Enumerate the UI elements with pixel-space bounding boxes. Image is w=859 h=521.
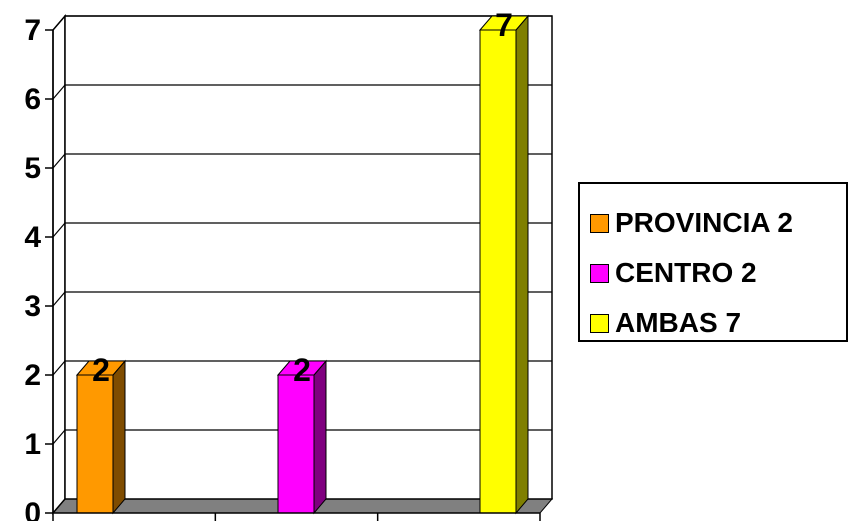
legend-label-centro: CENTRO 2 [615,257,757,288]
legend-swatch-centro [590,263,609,283]
y-tick-label: 3 [24,290,41,323]
side-wall [52,13,66,516]
legend-item-ambas: AMBAS 7 [590,298,846,348]
gridline-diagonal [52,360,66,376]
bar-front [479,29,517,514]
data-label-centro: 2 [293,352,311,388]
legend-label-provincia: PROVINCIA 2 [615,207,793,238]
bar-side [313,359,327,515]
bar-centro [276,359,328,515]
y-tick-label: 5 [24,152,41,185]
data-label-ambas: 7 [495,7,513,43]
y-tick-label: 4 [24,221,41,254]
data-label-provincia: 2 [92,352,110,388]
y-tick-label: 0 [24,497,41,521]
legend-label-ambas: AMBAS 7 [615,307,742,338]
y-tick-label: 1 [24,428,41,461]
chart-legend: PROVINCIA 2 CENTRO 2 AMBAS 7 [578,182,848,342]
gridline-diagonal [52,222,66,238]
gridline-diagonal [52,15,66,31]
bar-side [515,14,529,515]
y-tick-label: 2 [24,359,41,392]
bar-front [76,374,114,514]
legend-swatch-ambas [590,313,609,333]
bar-provincia [75,359,127,515]
gridline-diagonal [52,153,66,169]
legend-item-provincia: PROVINCIA 2 [590,198,846,248]
gridline-diagonal [52,291,66,307]
gridline-diagonal [52,84,66,100]
legend-item-centro: CENTRO 2 [590,248,846,298]
y-tick-label: 7 [24,14,41,47]
y-tick-label: 6 [24,83,41,116]
bar-side [112,359,126,515]
gridline-diagonal [52,429,66,445]
legend-swatch-provincia [590,213,609,233]
bar-ambas [478,14,530,515]
bar-front [277,374,315,514]
